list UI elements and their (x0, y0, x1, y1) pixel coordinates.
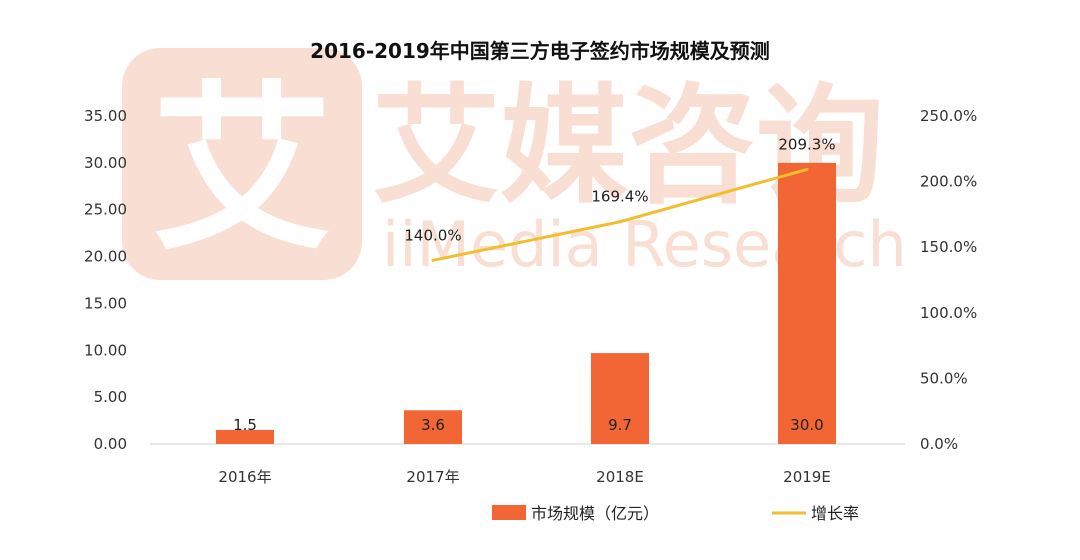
bar (778, 162, 836, 444)
bar-data-label: 3.6 (421, 416, 445, 434)
line-data-label: 209.3% (778, 135, 835, 153)
y-left-tick-label: 5.00 (94, 388, 127, 406)
line-point (618, 220, 622, 224)
watermark-logo-badge (122, 48, 362, 280)
y-left-tick-label: 10.00 (84, 341, 127, 359)
watermark-logo-char: 艾 (152, 66, 332, 275)
line-data-labels: 140.0% 169.4% 209.3% (404, 135, 835, 244)
bar (404, 410, 462, 444)
y-right-tick-label: 50.0% (920, 369, 968, 387)
bar-data-labels: 1.5 3.6 9.7 30.0 (233, 416, 824, 434)
x-tick-label: 2018E (596, 468, 644, 486)
y-axis-right: 0.0% 50.0% 100.0% 150.0% 200.0% 250.0% (920, 107, 977, 453)
legend-label-line: 增长率 (811, 504, 859, 523)
y-right-tick-label: 250.0% (920, 107, 977, 125)
legend-label-bar: 市场规模（亿元） (531, 504, 659, 523)
bar (591, 353, 649, 444)
line-point (431, 258, 435, 262)
y-left-tick-label: 25.00 (84, 201, 127, 219)
bar-data-label: 9.7 (608, 416, 632, 434)
bar (216, 429, 274, 444)
line-series (431, 167, 809, 262)
y-left-tick-label: 30.00 (84, 154, 127, 172)
y-left-tick-label: 35.00 (84, 107, 127, 125)
chart-title: 2016-2019年中国第三方电子签约市场规模及预测 (310, 39, 770, 63)
legend-swatch-bar (492, 505, 526, 520)
line-data-label: 169.4% (591, 188, 648, 206)
x-tick-label: 2016年 (218, 468, 271, 486)
y-right-tick-label: 150.0% (920, 238, 977, 256)
y-right-tick-label: 200.0% (920, 173, 977, 191)
x-tick-label: 2019E (783, 468, 831, 486)
y-axis-left: 0.00 5.00 10.00 15.00 20.00 25.00 30.00 35.00 (84, 107, 127, 453)
y-right-tick-label: 0.0% (920, 435, 958, 453)
x-axis: 2016年 2017年 2018E 2019E (218, 468, 830, 486)
y-left-tick-label: 20.00 (84, 248, 127, 266)
line-point (805, 167, 809, 171)
y-right-tick-label: 100.0% (920, 304, 977, 322)
y-left-tick-label: 15.00 (84, 294, 127, 312)
bar-data-label: 30.0 (790, 416, 823, 434)
bar-series (216, 162, 836, 444)
y-left-tick-label: 0.00 (94, 435, 127, 453)
line-data-label: 140.0% (404, 226, 461, 244)
bar-data-label: 1.5 (233, 416, 257, 434)
legend: 市场规模（亿元） 增长率 (492, 504, 859, 523)
x-tick-label: 2017年 (406, 468, 459, 486)
